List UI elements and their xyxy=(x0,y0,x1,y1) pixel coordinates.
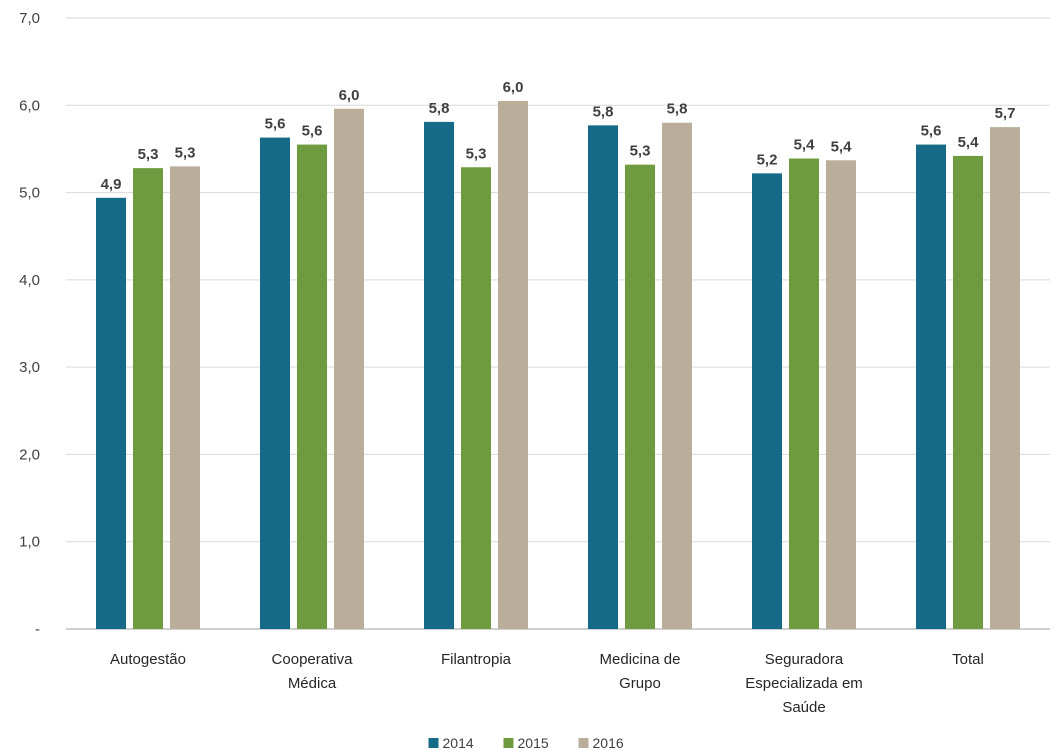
y-axis-tick-labels: - 1,0 2,0 3,0 4,0 5,0 6,0 7,0 xyxy=(19,10,40,638)
data-label: 5,8 xyxy=(429,100,450,117)
bar-2014 xyxy=(916,144,946,630)
bar-2015 xyxy=(789,158,819,629)
bar-2014 xyxy=(260,137,290,629)
data-label: 5,6 xyxy=(921,123,942,140)
data-labels: 4,9 5,3 5,3 5,6 5,6 6,0 5,8 5,3 6,0 5,8 5,3 5,8 5,2 5… xyxy=(101,79,1016,193)
data-label: 5,8 xyxy=(593,103,614,120)
category-label: Filantropia xyxy=(441,651,512,668)
data-label: 5,3 xyxy=(175,144,196,161)
bar-2014 xyxy=(752,173,782,629)
bar-2016 xyxy=(990,127,1020,629)
y-tick-label: 1,0 xyxy=(19,534,40,551)
y-tick-label: 2,0 xyxy=(19,446,40,463)
legend: 2014 2015 2016 xyxy=(428,735,624,751)
bar-2015 xyxy=(133,168,163,630)
bar-2015 xyxy=(953,155,983,629)
legend-swatch-2015 xyxy=(503,738,514,748)
legend-label: 2016 xyxy=(593,735,624,751)
bar-2015 xyxy=(297,144,327,630)
y-tick-label: 5,0 xyxy=(19,185,40,202)
bar-2016 xyxy=(498,100,528,629)
y-tick-label: 7,0 xyxy=(19,10,40,27)
category-label: Autogestão xyxy=(110,651,186,668)
data-label: 6,0 xyxy=(503,79,524,96)
bar-2016 xyxy=(826,160,856,630)
bars xyxy=(96,100,1020,630)
bar-2016 xyxy=(170,166,200,629)
y-tick-label: - xyxy=(35,621,40,638)
bar-2014 xyxy=(424,121,454,630)
category-label: Medicina de Grupo xyxy=(600,651,681,692)
category-label: Seguradora Especializada em Saúde xyxy=(745,651,863,716)
bar-2016 xyxy=(662,122,692,629)
data-label: 5,3 xyxy=(138,146,159,163)
legend-swatch-2016 xyxy=(578,738,589,748)
data-label: 5,4 xyxy=(958,134,980,151)
legend-label: 2014 xyxy=(443,735,474,751)
bar-2014 xyxy=(96,197,126,629)
bar-2015 xyxy=(461,167,491,629)
y-tick-label: 6,0 xyxy=(19,97,40,114)
data-label: 4,9 xyxy=(101,176,122,193)
data-label: 5,4 xyxy=(794,137,816,154)
data-label: 5,3 xyxy=(630,143,651,160)
data-label: 5,6 xyxy=(302,123,323,140)
gridlines xyxy=(66,17,1050,630)
bar-2016 xyxy=(334,108,364,629)
legend-swatch-2014 xyxy=(428,738,439,748)
data-label: 5,6 xyxy=(265,116,286,133)
legend-label: 2015 xyxy=(518,735,549,751)
data-label: 5,2 xyxy=(757,151,778,168)
data-label: 5,4 xyxy=(831,138,853,155)
x-axis-category-labels: Autogestão Cooperativa Médica Filantropia Me… xyxy=(110,651,984,716)
y-tick-label: 3,0 xyxy=(19,359,40,376)
category-label: Total xyxy=(952,651,984,668)
data-label: 5,3 xyxy=(466,145,487,162)
category-label: Cooperativa Médica xyxy=(272,651,354,692)
data-label: 5,7 xyxy=(995,105,1016,122)
data-label: 5,8 xyxy=(667,101,688,118)
data-label: 6,0 xyxy=(339,87,360,104)
bar-2014 xyxy=(588,125,618,630)
y-tick-label: 4,0 xyxy=(19,272,40,289)
bar-2015 xyxy=(625,164,655,629)
